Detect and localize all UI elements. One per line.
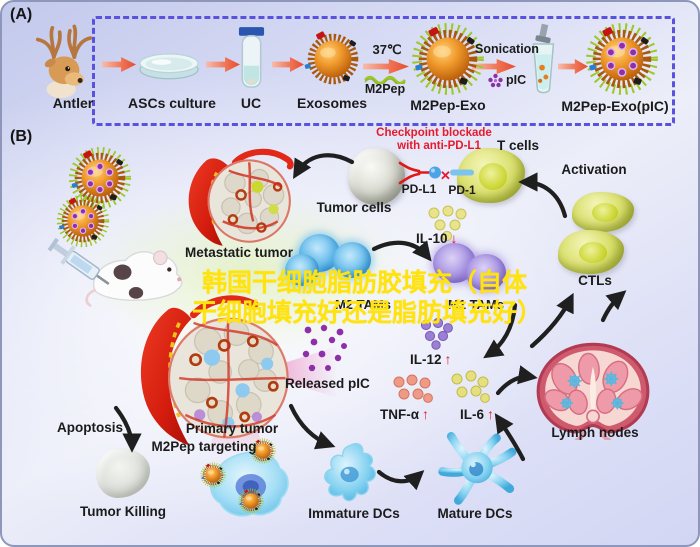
m2pep-exo-pic-label: M2Pep-Exo(pIC) (561, 98, 669, 114)
temperature-label: 37℃ (372, 42, 402, 57)
blocked-x-icon: ✕ (440, 168, 451, 183)
sonication-label: Sonication (475, 42, 539, 56)
released-pic-label: Released pIC (285, 376, 370, 391)
panel-a-tag: (A) (10, 6, 33, 23)
macrophage-icon (210, 450, 289, 517)
anti-pdl1-label: with anti-PD-L1 (397, 140, 481, 152)
cytokine-dots-salmon-icon (393, 374, 433, 403)
mature-dc-icon (438, 432, 517, 505)
tnf-annotation: TNF-α ↑ (380, 406, 429, 422)
arrow-activation (518, 172, 568, 219)
primary-tumor-illustration (140, 295, 289, 446)
tumor-killing-label: Tumor Killing (80, 504, 166, 519)
metastatic-tumor-illustration (188, 148, 294, 246)
m2pep-peptide-icon (364, 75, 406, 84)
il6-label: IL-6 (460, 407, 485, 422)
pd1-label: PD-1 (448, 183, 476, 197)
pdl1-label: PD-L1 (401, 182, 437, 196)
lymph-node-illustration (536, 342, 650, 440)
m2pep-exo-pic-icon (585, 22, 659, 96)
m2-tams-label: M2 TAMs (334, 297, 392, 312)
il10-label: IL-10 (416, 231, 448, 246)
tumor-cells-label: Tumor cells (316, 200, 392, 215)
cytokine-dots-yellow-icon (451, 370, 490, 403)
released-pic-dots-icon (302, 324, 347, 372)
cytokine-dots-yellow-icon (428, 205, 467, 241)
il12-label: IL-12 (410, 352, 442, 367)
pic-label: pIC (506, 73, 527, 87)
arrow-up-to-ctls-right (600, 290, 627, 323)
centrifuge-tube-icon (238, 27, 265, 88)
up-arrow-icon: ↑ (444, 351, 452, 367)
deer-antler-icon (35, 24, 93, 98)
lymph-nodes-label: Lymph nodes (551, 425, 639, 440)
ctls-label: CTLs (578, 273, 612, 288)
petri-dish-icon (139, 53, 199, 80)
exosome-icon (301, 27, 365, 91)
arrow-tumorcells-to-metastatic (293, 153, 355, 179)
cytokine-dots-purple-icon (420, 318, 453, 350)
il12-annotation: IL-12 ↑ (410, 351, 452, 367)
panel-b-tag: (B) (10, 128, 33, 145)
antibody-pdl1-pd1-icon (398, 161, 474, 185)
immature-dcs-label: Immature DCs (308, 506, 400, 521)
up-arrow-icon: ↑ (422, 406, 430, 422)
targeting-exosome-icon (200, 462, 226, 488)
il6-annotation: IL-6 ↑ (460, 406, 494, 422)
ctl-cell-icon (558, 230, 624, 274)
dead-tumor-cell-icon (96, 448, 150, 498)
m2pep-targeting-label: M2Pep targeting (151, 439, 257, 454)
antler-label: Antler (52, 95, 94, 111)
m2pep-exo-icon (411, 22, 485, 96)
exosomes-label: Exosomes (296, 95, 368, 111)
up-arrow-icon: ↑ (487, 406, 495, 422)
activation-label: Activation (561, 162, 627, 177)
m1-tam-cell-icon (466, 254, 506, 291)
immature-dc-icon (324, 442, 376, 502)
panel-a-box (92, 16, 675, 126)
m2pep-label: M2Pep (364, 82, 406, 96)
arrow-dots-to-lymph (495, 365, 538, 396)
ctl-cell-icon (572, 192, 634, 232)
mouse-icon (85, 250, 183, 307)
watermark-line1: 韩国干细胞脂肪胶填充（自体 (202, 268, 528, 297)
uc-label: UC (240, 95, 262, 111)
syringe-icon (47, 237, 110, 285)
apoptosis-label: Apoptosis (57, 420, 123, 435)
il10-annotation: IL-10 ↓ (416, 230, 458, 246)
t-cells-label: T cells (496, 138, 540, 153)
tnf-label: TNF-α (380, 407, 420, 422)
m2-tam-cell-icon (333, 242, 371, 278)
watermark-line2: 干细胞填充好还是脂肪填充好） (192, 298, 543, 327)
sonication-tube-icon (532, 23, 555, 94)
targeting-exosome-icon (238, 488, 264, 514)
m2pep-exo-label: M2Pep-Exo (410, 97, 486, 113)
ascs-culture-label: ASCs culture (128, 95, 216, 111)
checkpoint-blockade-label: Checkpoint blockade (376, 127, 492, 139)
m2-tam-cell-icon (285, 254, 319, 286)
down-arrow-icon: ↓ (450, 230, 458, 246)
pic-dots-icon (488, 73, 503, 88)
metastatic-tumor-label: Metastatic tumor (184, 245, 294, 260)
t-cell-icon (457, 148, 525, 203)
mature-dcs-label: Mature DCs (437, 506, 513, 521)
primary-tumor-label: Primary tumor (185, 421, 279, 436)
tumor-cell-icon (348, 148, 405, 205)
